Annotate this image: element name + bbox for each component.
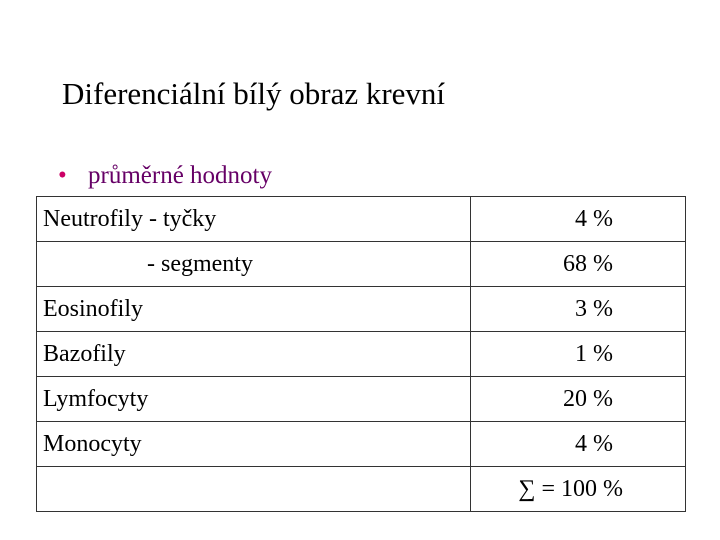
table-row: - segmenty 68 % [36,241,686,287]
value-text: 1 % [575,340,613,367]
cell-value: 1 % [470,331,686,377]
cell-label: Eosinofily [36,286,471,332]
value-text: 3 % [575,295,613,322]
cell-value: ∑ = 100 % [470,466,686,512]
cell-label: Lymfocyty [36,376,471,422]
bullet-marker: • [58,162,67,189]
slide-title: Diferenciální bílý obraz krevní [62,76,446,111]
table-row: Lymfocyty 20 % [36,376,686,422]
cell-value: 20 % [470,376,686,422]
value-text: 4 % [575,430,613,457]
differential-table: Neutrofily - tyčky 4 % - segmenty 68 % Eos… [36,196,686,512]
cell-empty [36,466,471,512]
cell-label: Monocyty [36,421,471,467]
table-row: Bazofily 1 % [36,331,686,377]
cell-value: 68 % [470,241,686,287]
table-row: Monocyty 4 % [36,421,686,467]
value-text: 20 % [563,385,613,412]
table-row: Eosinofily 3 % [36,286,686,332]
table-row: ∑ = 100 % [36,466,686,512]
cell-value: 3 % [470,286,686,332]
cell-label: Neutrofily - tyčky [36,196,471,242]
cell-label: Bazofily [36,331,471,377]
sum-text: ∑ = 100 % [518,475,623,502]
cell-value: 4 % [470,421,686,467]
value-text: 4 % [575,205,613,232]
bullet-text: průměrné hodnoty [88,162,272,189]
cell-value: 4 % [470,196,686,242]
table-row: Neutrofily - tyčky 4 % [36,196,686,242]
value-text: 68 % [563,250,613,277]
cell-label: - segmenty [36,241,471,287]
